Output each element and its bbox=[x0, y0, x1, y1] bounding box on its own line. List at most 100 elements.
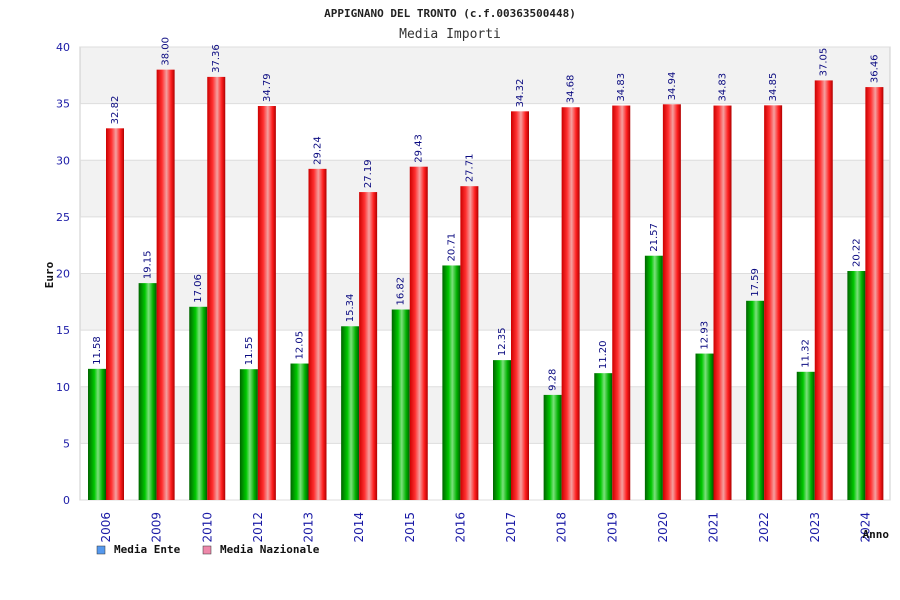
legend-label-media-ente: Media Ente bbox=[114, 543, 181, 556]
bar-media-nazionale bbox=[106, 128, 124, 500]
x-tick-label: 2018 bbox=[555, 512, 569, 543]
bar-media-nazionale bbox=[460, 186, 479, 500]
x-axis-ticks: 2006 2009 2010 2012 2013 2014 2015 2016 2017 2018… bbox=[99, 512, 872, 543]
bar-media-ente bbox=[88, 368, 106, 500]
bar-media-ente bbox=[746, 300, 765, 500]
data-label: 9.28 bbox=[548, 369, 559, 391]
data-label: 29.43 bbox=[414, 134, 425, 163]
bar-media-ente bbox=[391, 309, 410, 500]
data-label: 34.83 bbox=[616, 73, 627, 102]
bar-media-ente bbox=[796, 371, 815, 500]
x-tick-label: 2017 bbox=[504, 512, 518, 543]
data-label: 20.22 bbox=[851, 238, 862, 267]
bar-media-nazionale bbox=[409, 166, 428, 500]
x-tick-label: 2022 bbox=[757, 512, 771, 543]
data-label: 17.59 bbox=[750, 268, 761, 297]
x-tick-label: 2021 bbox=[707, 512, 721, 543]
data-label: 34.94 bbox=[667, 72, 678, 101]
bar-media-ente bbox=[138, 283, 157, 500]
bar-media-nazionale bbox=[814, 80, 833, 500]
bar-media-ente bbox=[644, 255, 663, 500]
data-label: 17.06 bbox=[193, 274, 204, 303]
bar-media-ente bbox=[239, 369, 258, 500]
data-label: 34.83 bbox=[718, 73, 729, 102]
bar-media-nazionale bbox=[713, 105, 732, 501]
data-label: 34.85 bbox=[768, 73, 779, 102]
x-tick-label: 2023 bbox=[808, 512, 822, 543]
bars bbox=[88, 69, 884, 501]
bar-media-ente bbox=[493, 360, 511, 500]
bar-media-nazionale bbox=[865, 87, 884, 500]
bar-media-ente bbox=[341, 326, 360, 500]
data-label: 11.32 bbox=[801, 339, 812, 368]
legend-swatch-media-nazionale bbox=[202, 545, 212, 555]
chart-title: APPIGNANO DEL TRONTO (c.f.00363500448) bbox=[324, 7, 576, 20]
bar-media-nazionale bbox=[511, 111, 529, 501]
y-tick-label: 0 bbox=[63, 494, 70, 507]
data-label: 12.93 bbox=[700, 321, 711, 350]
bar-media-nazionale bbox=[308, 168, 327, 500]
data-label: 34.79 bbox=[262, 73, 273, 102]
data-label: 38.00 bbox=[161, 37, 172, 66]
data-label: 36.46 bbox=[869, 54, 880, 83]
legend: Media Ente Media Nazionale bbox=[96, 543, 320, 556]
x-tick-label: 2006 bbox=[99, 512, 113, 543]
legend-label-media-nazionale: Media Nazionale bbox=[220, 543, 320, 556]
y-tick-label: 20 bbox=[56, 268, 70, 281]
y-tick-label: 10 bbox=[56, 381, 70, 394]
y-tick-label: 5 bbox=[63, 437, 70, 450]
x-axis-label: Anno bbox=[863, 528, 890, 541]
y-tick-label: 35 bbox=[56, 98, 70, 111]
data-label: 20.71 bbox=[446, 233, 457, 262]
data-label: 34.32 bbox=[515, 79, 526, 108]
bar-media-ente bbox=[695, 353, 714, 500]
y-tick-label: 25 bbox=[56, 211, 70, 224]
data-label: 12.05 bbox=[295, 331, 306, 360]
data-label: 29.24 bbox=[313, 136, 324, 165]
bar-media-nazionale bbox=[612, 105, 631, 501]
x-tick-label: 2009 bbox=[150, 512, 164, 543]
bar-media-nazionale bbox=[662, 104, 681, 500]
data-label: 27.19 bbox=[363, 159, 374, 188]
y-axis-ticks: 0 5 10 15 20 25 30 35 40 bbox=[56, 41, 70, 507]
data-label: 15.34 bbox=[345, 294, 356, 323]
bar-media-ente bbox=[543, 394, 562, 500]
x-tick-label: 2010 bbox=[200, 512, 214, 543]
x-tick-label: 2015 bbox=[403, 512, 417, 543]
data-labels: 11.58 32.82 19.15 38.00 17.06 37.36 11.55 34.79… bbox=[92, 37, 880, 391]
legend-swatch-media-ente bbox=[96, 545, 106, 555]
bar-media-ente bbox=[442, 265, 461, 500]
x-tick-label: 2014 bbox=[352, 512, 366, 543]
data-label: 19.15 bbox=[143, 250, 154, 279]
data-label: 21.57 bbox=[649, 223, 660, 252]
data-label: 37.05 bbox=[819, 48, 830, 77]
x-tick-label: 2020 bbox=[656, 512, 670, 543]
data-label: 34.68 bbox=[566, 75, 577, 104]
bar-media-ente bbox=[189, 306, 208, 500]
bar-media-nazionale bbox=[359, 192, 378, 501]
bar-media-ente bbox=[594, 373, 613, 500]
y-tick-label: 15 bbox=[56, 324, 70, 337]
x-tick-label: 2013 bbox=[302, 512, 316, 543]
bar-media-nazionale bbox=[156, 69, 175, 501]
chart-subtitle: Media Importi bbox=[399, 27, 501, 42]
y-axis-label: Euro bbox=[43, 261, 56, 288]
bar-media-ente bbox=[290, 363, 309, 500]
x-tick-label: 2024 bbox=[858, 512, 872, 543]
data-label: 16.82 bbox=[396, 277, 407, 306]
bar-media-nazionale bbox=[764, 105, 783, 500]
x-tick-label: 2019 bbox=[605, 512, 619, 543]
data-label: 32.82 bbox=[110, 96, 121, 125]
bar-media-nazionale bbox=[257, 106, 276, 501]
data-label: 11.58 bbox=[92, 336, 103, 365]
data-label: 11.20 bbox=[598, 341, 609, 370]
bar-media-nazionale bbox=[561, 107, 580, 501]
data-label: 37.36 bbox=[211, 44, 222, 73]
bar-media-nazionale bbox=[207, 76, 226, 500]
x-tick-label: 2012 bbox=[251, 512, 265, 543]
y-tick-label: 30 bbox=[56, 154, 70, 167]
data-label: 12.35 bbox=[497, 327, 508, 356]
bar-media-ente bbox=[847, 271, 866, 500]
data-label: 27.71 bbox=[464, 154, 475, 183]
y-tick-label: 40 bbox=[56, 41, 70, 54]
